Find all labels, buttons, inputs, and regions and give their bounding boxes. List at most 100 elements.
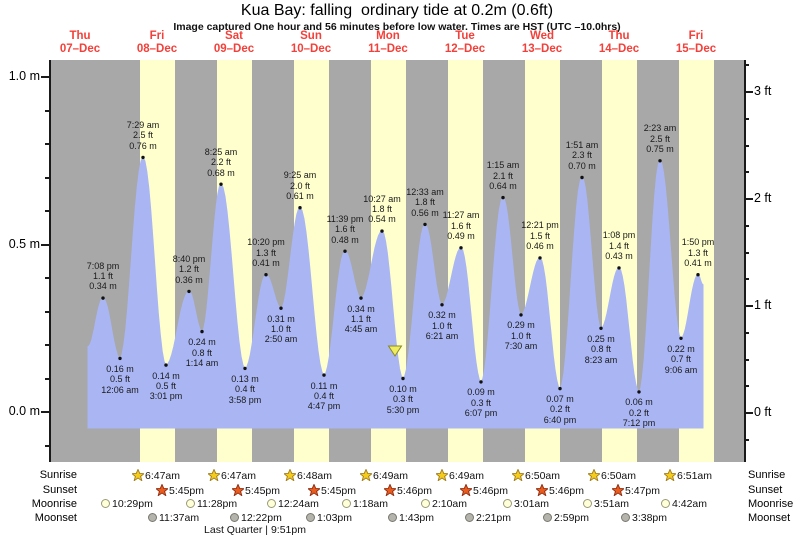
axis-tick (40, 76, 50, 78)
tide-point-label-low: 0.24 m 0.8 ft 1:14 am (185, 337, 219, 368)
moonrise-time-text: 2:10am (432, 498, 468, 510)
tide-point-label-high: 1:15 am 2.1 ft 0.64 m (486, 160, 520, 191)
sunset-time: 5:45pm (230, 482, 281, 497)
moonset-icon (388, 513, 397, 522)
tide-point-dot (187, 289, 191, 294)
sunrise-icon (662, 468, 678, 482)
moonrise-icon (583, 499, 592, 508)
moonrise-time: 11:28pm (186, 498, 237, 510)
tide-point-label-high: 8:40 pm 1.2 ft 0.36 m (172, 253, 206, 285)
moonrise-row-label-left: Moonrise (31, 498, 77, 510)
axis-tick (744, 224, 749, 227)
axis-tick (744, 117, 749, 120)
day-label: Fri 15–Dec (675, 30, 717, 55)
tide-point-label-high: 11:39 pm 1.6 ft 0.48 m (326, 213, 364, 245)
tide-point-label-low: 0.07 m 0.2 ft 6:40 pm (543, 394, 577, 425)
moonrise-time: 4:42am (661, 498, 707, 510)
sunset-time-text: 5:45pm (245, 484, 281, 497)
moonrise-icon (267, 499, 276, 508)
moonset-time-text: 1:43pm (399, 512, 435, 524)
sunset-time: 5:46pm (382, 482, 433, 497)
day-label: Thu 14–Dec (598, 30, 640, 55)
sunrise-row-label-left: Sunrise (39, 469, 77, 481)
moonset-time: 1:03pm (306, 512, 352, 524)
axis-tick (744, 438, 749, 441)
tide-point-label-high: 1:51 am 2.3 ft 0.70 m (565, 140, 599, 171)
moonset-icon (148, 513, 157, 522)
y-axis-right-label: 0 ft (754, 405, 772, 419)
tide-point-dot (401, 376, 405, 381)
moonrise-icon (101, 499, 110, 508)
tide-point-dot (558, 386, 562, 391)
moonset-time: 11:37am (148, 512, 199, 524)
tide-point-dot (679, 336, 683, 340)
tide-point-dot (264, 273, 268, 277)
moonrise-time: 3:01am (503, 498, 549, 510)
tide-point-label-high: 2:23 am 2.5 ft 0.75 m (643, 123, 677, 155)
sunrise-time: 6:50am (510, 468, 561, 482)
tide-point-dot (617, 266, 621, 270)
tide-point-label-low: 0.09 m 0.3 ft 6:07 pm (464, 387, 498, 419)
tide-point-dot (637, 390, 641, 394)
y-axis-left-label: 0.0 m (8, 404, 40, 418)
moonrise-time-text: 4:42am (672, 498, 708, 510)
moonrise-icon (186, 499, 195, 508)
y-axis-right-label: 2 ft (754, 191, 772, 205)
axis-tick (744, 144, 749, 147)
sunrise-icon (586, 468, 602, 482)
moonrise-time-text: 12:24am (278, 498, 319, 510)
tide-point-label-low: 0.32 m 1.0 ft 6:21 am (425, 310, 459, 342)
moonrise-time: 3:51am (583, 498, 629, 510)
sunset-time-text: 5:45pm (169, 484, 205, 497)
tide-point-label-low: 0.34 m 1.1 ft 4:45 am (344, 303, 378, 335)
sunset-time: 5:45pm (306, 482, 357, 497)
tide-point-dot (343, 249, 347, 253)
axis-tick (44, 176, 50, 179)
day-label: Mon 11–Dec (368, 30, 408, 55)
moonset-time: 2:59pm (543, 512, 589, 524)
day-label: Thu 07–Dec (59, 30, 101, 55)
moonrise-icon (421, 499, 430, 508)
tide-point-dot (459, 246, 463, 250)
sunset-time-text: 5:46pm (397, 484, 433, 497)
y-axis-left-label: 1.0 m (8, 69, 40, 83)
y-axis-line (48, 60, 51, 462)
tide-point-label-high: 12:21 pm 1.5 ft 0.46 m (521, 220, 559, 252)
axis-tick (44, 210, 50, 212)
sunrise-time-text: 6:50am (525, 470, 561, 482)
moonset-icon (621, 513, 630, 522)
axis-tick (44, 444, 50, 447)
sunset-time: 5:46pm (534, 482, 584, 497)
moonrise-time: 1:18am (342, 498, 388, 510)
sunrise-time-text: 6:51am (677, 470, 713, 482)
moonrise-row-label-right: Moonrise (748, 498, 793, 510)
axis-tick (40, 243, 50, 246)
axis-tick (744, 305, 753, 307)
moonrise-time-text: 1:18am (353, 498, 389, 510)
tide-point-dot (164, 363, 168, 367)
day-label: Sun 10–Dec (290, 30, 332, 55)
tide-point-label-high: 10:27 am 1.8 ft 0.54 m (363, 193, 401, 225)
tide-point-dot (580, 175, 584, 180)
axis-tick (744, 385, 749, 388)
moonrise-time-text: 11:28pm (197, 498, 238, 510)
axis-tick (744, 358, 749, 361)
moonset-icon (230, 513, 239, 522)
sunrise-time: 6:51am (662, 468, 713, 482)
tide-point-dot (359, 296, 363, 300)
sunset-time: 5:46pm (458, 482, 509, 497)
day-label: Wed 13–Dec (521, 30, 563, 55)
sunset-time-text: 5:45pm (321, 484, 357, 497)
tide-point-dot (118, 356, 122, 361)
tide-point-dot (322, 373, 326, 377)
sunrise-icon (358, 468, 374, 482)
tide-point-label-low: 0.29 m 1.0 ft 7:30 am (504, 320, 538, 352)
sunset-time-text: 5:46pm (473, 484, 509, 497)
tide-point-label-low: 0.31 m 1.0 ft 2:50 am (264, 313, 298, 345)
tide-curve (87, 155, 704, 429)
sunset-icon (306, 482, 322, 497)
tide-point-label-low: 0.10 m 0.3 ft 5:30 pm (386, 384, 420, 415)
sunrise-icon (206, 468, 222, 482)
axis-tick (744, 331, 749, 334)
